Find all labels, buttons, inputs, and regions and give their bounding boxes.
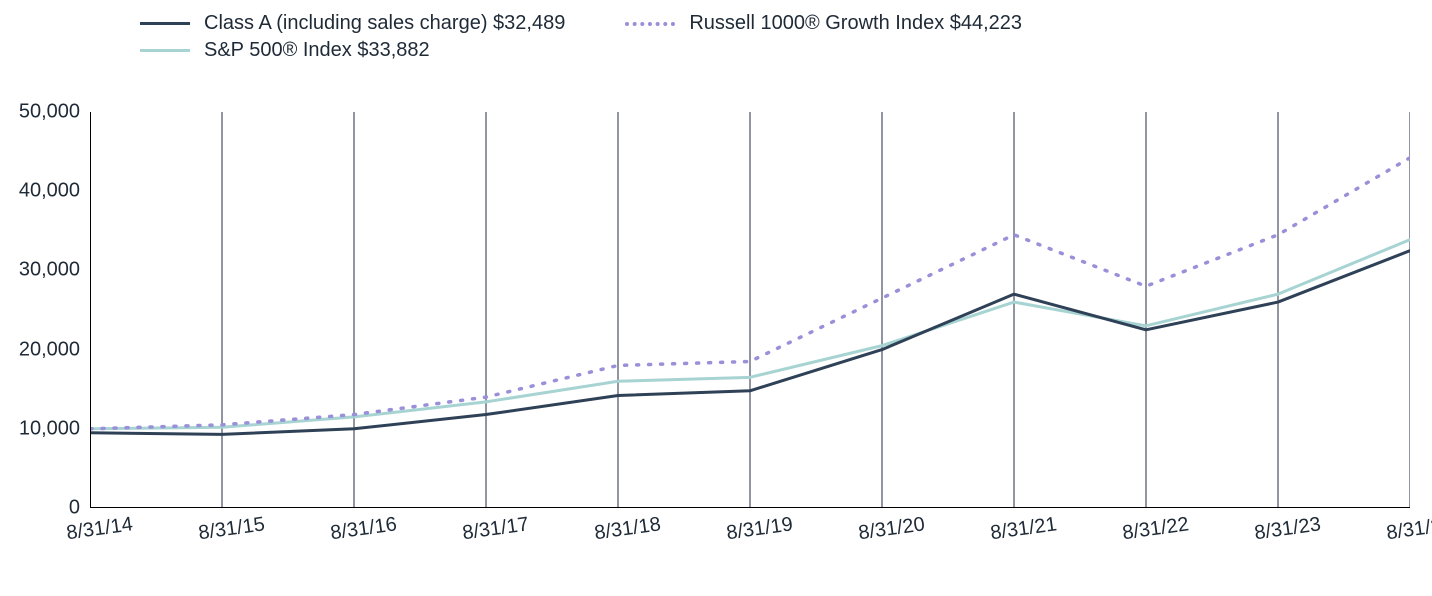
legend-label-russell: Russell 1000® Growth Index $44,223 [689,12,1022,35]
x-tick-label: 8/31/17 [460,503,531,545]
x-tick-label: 8/31/24 [1384,503,1432,545]
x-tick-label: 8/31/20 [856,503,927,545]
x-tick-label: 8/31/16 [328,503,399,545]
x-tick-label: 8/31/18 [592,503,663,545]
y-tick-label: 30,000 [19,259,90,282]
y-tick-label: 50,000 [19,101,90,124]
legend-label-sp500: S&P 500® Index $33,882 [204,39,430,62]
x-tick-label: 8/31/19 [724,503,795,545]
legend-item-class-a: Class A (including sales charge) $32,489 [140,12,565,35]
y-tick-label: 40,000 [19,180,90,203]
legend-swatch-sp500 [140,49,190,52]
legend-swatch-russell [625,22,675,26]
legend-item-sp500: S&P 500® Index $33,882 [140,39,1392,62]
chart-legend: Class A (including sales charge) $32,489… [140,12,1392,62]
legend-swatch-class-a [140,22,190,25]
legend-label-class-a: Class A (including sales charge) $32,489 [204,12,565,35]
x-tick-label: 8/31/21 [988,503,1059,545]
x-tick-label: 8/31/22 [1120,503,1191,545]
chart-svg [90,112,1410,508]
legend-item-russell: Russell 1000® Growth Index $44,223 [625,12,1022,35]
chart-plot-area: 010,00020,00030,00040,00050,0008/31/148/… [90,112,1410,508]
y-tick-label: 10,000 [19,417,90,440]
x-tick-label: 8/31/23 [1252,503,1323,545]
y-tick-label: 20,000 [19,338,90,361]
x-tick-label: 8/31/15 [196,503,267,545]
growth-chart: Class A (including sales charge) $32,489… [0,0,1432,596]
